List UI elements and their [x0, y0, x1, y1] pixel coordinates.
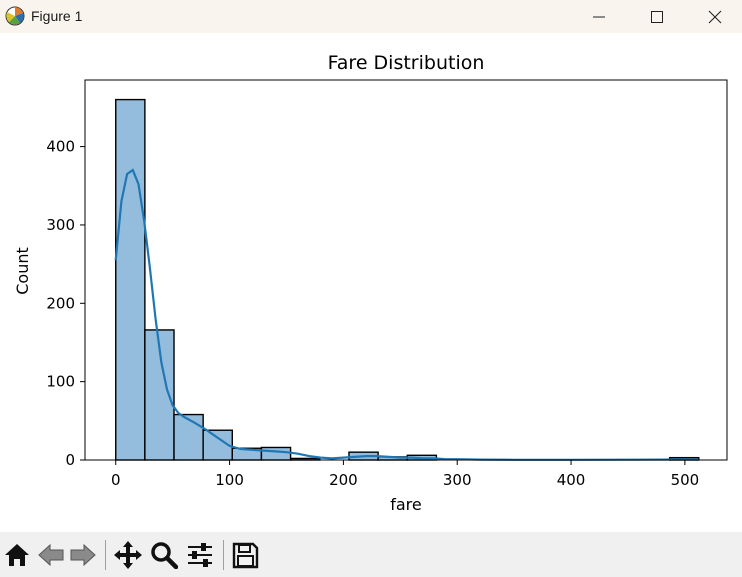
maximize-button[interactable]: [628, 0, 686, 33]
save-button[interactable]: [228, 538, 262, 572]
histogram-bar: [115, 98, 146, 461]
y-tick-label: 100: [46, 373, 75, 391]
configure-subplots-icon: [188, 543, 212, 567]
y-tick-label: 0: [65, 451, 75, 469]
minimize-button[interactable]: [570, 0, 628, 33]
y-ticks: 0 100 200 300 400: [46, 138, 85, 469]
histogram-bar: [260, 446, 292, 461]
x-tick-label: 100: [215, 471, 244, 489]
kde-line: [114, 168, 699, 461]
forward-arrow-icon: [70, 543, 96, 567]
pan-icon: [114, 541, 142, 569]
back-button[interactable]: [34, 538, 68, 572]
configure-subplots-button[interactable]: [183, 538, 217, 572]
home-button[interactable]: [0, 538, 34, 572]
close-button[interactable]: [686, 0, 742, 33]
y-tick-label: 400: [46, 138, 75, 156]
bars-layer: [115, 98, 700, 461]
window-title: Figure 1: [31, 8, 83, 24]
save-icon: [232, 542, 259, 569]
toolbar-separator: [105, 540, 106, 570]
home-icon: [5, 544, 29, 566]
y-axis-label: Count: [13, 247, 32, 295]
y-tick-label: 200: [46, 294, 75, 312]
toolbar-separator: [223, 540, 224, 570]
maximize-icon: [651, 10, 663, 23]
histogram-bar: [173, 413, 204, 461]
x-ticks: 0 100 200 300 400 500: [111, 460, 699, 489]
y-tick-label: 300: [46, 216, 75, 234]
navigation-toolbar: [0, 532, 742, 577]
x-axis-label: fare: [390, 495, 422, 514]
matplotlib-logo-icon: [5, 6, 25, 26]
forward-button[interactable]: [66, 538, 100, 572]
minimize-icon: [593, 16, 605, 17]
back-arrow-icon: [38, 543, 64, 567]
chart-title: Fare Distribution: [328, 52, 485, 74]
window-titlebar: Figure 1: [0, 0, 742, 33]
x-tick-label: 0: [111, 471, 121, 489]
x-tick-label: 500: [671, 471, 700, 489]
zoom-icon: [151, 542, 178, 569]
x-tick-label: 400: [557, 471, 586, 489]
axes-frame: [84, 79, 728, 461]
close-icon: [708, 10, 722, 23]
zoom-button[interactable]: [147, 538, 181, 572]
pan-button[interactable]: [111, 538, 145, 572]
histogram-chart: Fare Distribution 0 100 200 300 400 500 0 100 2…: [13, 52, 728, 514]
x-tick-label: 300: [443, 471, 472, 489]
figure-canvas[interactable]: Fare Distribution 0 100 200 300 400 500 0 100 2…: [0, 33, 742, 532]
x-tick-label: 200: [329, 471, 358, 489]
